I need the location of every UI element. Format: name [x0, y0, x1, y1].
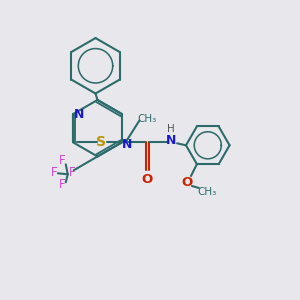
- Text: F: F: [58, 154, 65, 167]
- Text: N: N: [166, 134, 176, 147]
- Text: N: N: [122, 138, 132, 151]
- Text: S: S: [96, 135, 106, 149]
- Text: CH₃: CH₃: [138, 113, 157, 124]
- Text: F: F: [51, 166, 57, 179]
- Text: O: O: [181, 176, 193, 188]
- Text: CH₃: CH₃: [197, 187, 216, 197]
- Text: O: O: [142, 173, 153, 187]
- Text: H: H: [167, 124, 175, 134]
- Text: F: F: [58, 178, 65, 191]
- Text: N: N: [74, 108, 84, 121]
- Text: F: F: [68, 166, 75, 179]
